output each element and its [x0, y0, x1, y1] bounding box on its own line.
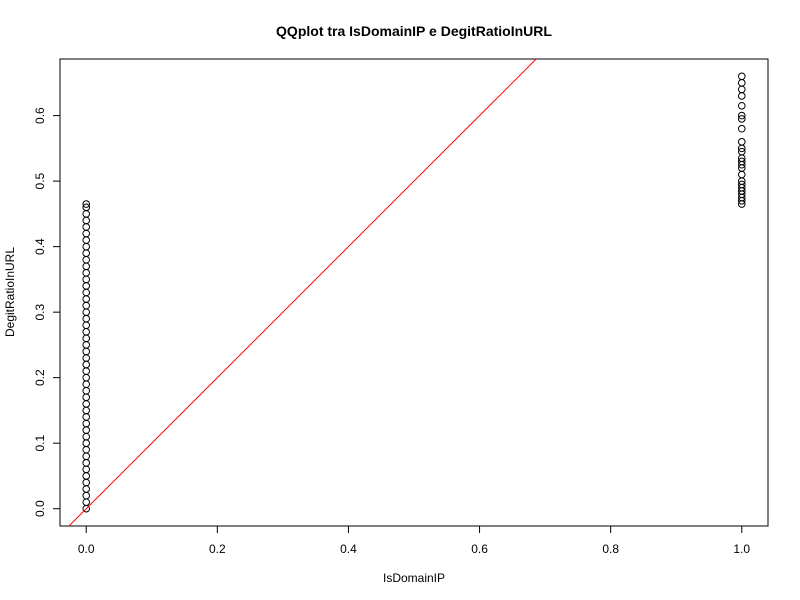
- y-tick-label: 0.6: [33, 107, 47, 124]
- point: [737, 111, 746, 120]
- y-tick-label: 0.3: [33, 303, 47, 320]
- point: [737, 124, 746, 133]
- x-tick-label: 0.2: [209, 542, 226, 556]
- point: [82, 200, 91, 208]
- x-tick-label: 0.4: [340, 542, 357, 556]
- x-tick-label: 0.8: [602, 542, 619, 556]
- point: [737, 180, 746, 189]
- x-tick-label: 1.0: [733, 542, 750, 556]
- point: [737, 72, 746, 81]
- y-tick-label: 0.5: [33, 172, 47, 189]
- y-tick-label: 0.1: [33, 435, 47, 452]
- y-axis-label: DegitRatioInURL: [3, 247, 17, 337]
- point: [737, 157, 746, 166]
- x-tick-label: 0.0: [78, 542, 95, 556]
- x-axis-label: IsDomainIP: [383, 571, 445, 585]
- y-tick-label: 0.0: [33, 500, 47, 517]
- point: [737, 115, 746, 123]
- point: [737, 138, 746, 146]
- x-tick-label: 0.6: [471, 542, 488, 556]
- plot-frame: [59, 58, 769, 527]
- point: [737, 147, 746, 156]
- point: [82, 203, 91, 212]
- reference-line: [68, 59, 537, 526]
- chart-title: QQplot tra IsDomainIP e DegitRatioInURL: [276, 23, 552, 39]
- y-tick-label: 0.4: [33, 238, 47, 255]
- y-tick-label: 0.2: [33, 369, 47, 386]
- point: [737, 101, 746, 110]
